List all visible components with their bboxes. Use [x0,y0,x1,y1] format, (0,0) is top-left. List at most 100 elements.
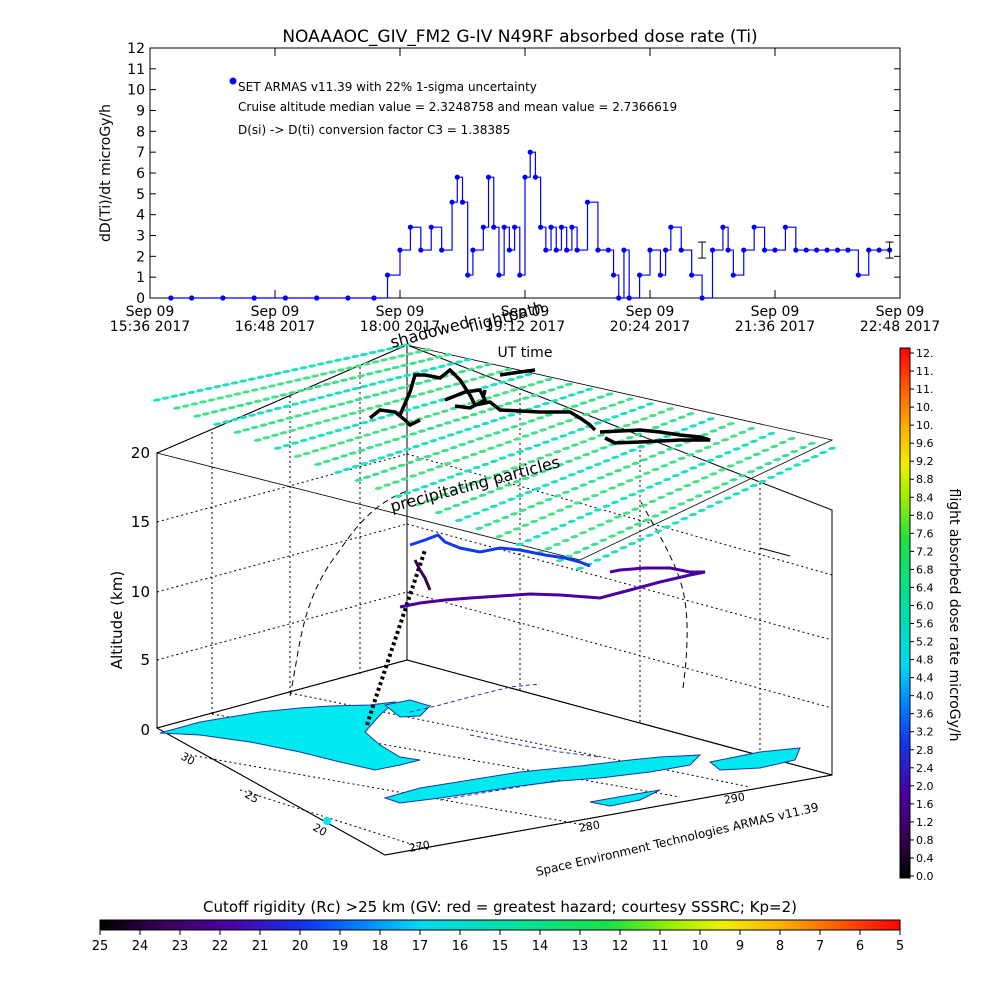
particle-dot [455,430,464,434]
particle-dot [486,372,495,377]
data-point [782,224,789,230]
particle-dot [400,363,409,368]
particle-dot [668,506,677,510]
particle-dot [495,443,504,447]
particle-dot [452,418,461,422]
particle-dot [314,421,323,425]
particle-dot [434,355,443,359]
particle-dot [541,531,550,535]
particle-dot [291,402,300,406]
particle-dot [645,485,654,489]
particle-dot [412,444,421,449]
rigidity-colorbar-tick-label: 19 [332,939,349,954]
particle-dot [559,396,568,400]
particle-dot [562,407,571,411]
x-tick-label-date: Sep 09 [626,304,675,320]
particle-dot [466,367,475,371]
x-tick-label-time: 15:36 2017 [110,319,190,335]
particle-dot [747,470,755,474]
legend-marker [229,77,237,85]
particle-dot [602,554,611,558]
particle-dot [365,372,374,376]
particle-dot [354,478,363,482]
z-tick-label: 15 [131,513,150,531]
particle-dot [501,469,510,474]
data-point [855,272,861,278]
floor-right-edge [384,774,833,856]
data-point [522,174,528,180]
particle-dot [224,394,233,398]
particle-dot [441,448,449,453]
particle-dot [359,352,368,357]
particle-dot [302,411,311,416]
particle-dot [409,474,418,478]
particle-dot [311,409,320,413]
particle-dot [718,425,727,430]
particle-dot [406,460,415,465]
particle-dot [469,377,478,381]
legend-line-1: SET ARMAS v11.39 with 22% 1-sigma uncert… [238,80,537,94]
z-tick-label: 0 [140,721,150,739]
particle-dot [363,395,372,399]
particle-dot [397,463,406,468]
particle-dot [464,469,472,473]
particle-dot [242,428,251,432]
data-point [345,295,351,301]
particle-dot [622,423,631,428]
particle-dot [475,479,484,483]
particle-dot [262,436,271,440]
particle-dot [521,434,530,438]
particle-dot [599,538,608,542]
particle-dot [550,437,559,441]
particle-dot [423,414,432,419]
particle-dot [316,362,325,366]
data-point [511,224,518,230]
particle-dot [611,415,620,419]
lon-tick-labels: 270 280 290 [408,790,746,854]
particle-dot [360,461,369,466]
particle-dot [478,493,487,497]
particle-dot [793,463,802,467]
particle-dot [475,437,484,441]
particle-dot [663,434,672,438]
particle-dot [697,508,706,513]
particle-dot [389,388,397,392]
data-point [397,247,403,253]
particle-dot [268,384,276,388]
dose-colorbar-tick-label: 3.6 [916,708,934,721]
particle-dot [199,400,207,404]
particle-dot [285,416,294,420]
particle-dot [308,364,317,368]
data-point [564,247,570,253]
dose-colorbar-tick-label: 1.2 [916,816,934,829]
data-point [517,272,523,278]
particle-dot [403,447,412,451]
particle-dot [758,435,767,440]
particle-dot [544,377,553,382]
particle-dot [593,508,602,512]
particle-dot [319,372,328,376]
particle-dot [420,441,429,446]
particle-dot [377,380,386,384]
particle-dot [636,537,645,542]
particle-dot [371,393,380,397]
particle-dot [703,445,712,449]
particle-dot [712,441,721,446]
particle-dot [747,427,755,431]
particle-dot [674,487,683,492]
particle-dot [466,482,475,487]
particle-dot [513,480,521,484]
particle-dot [458,370,467,374]
particle-dot [455,518,464,522]
particle-dot [539,469,547,474]
particle-dot [651,514,660,518]
particle-dot [380,358,389,362]
particle-dot [565,459,573,464]
particle-dot [328,443,337,448]
particle-dot [778,440,787,445]
dose-colorbar-tick-label: 8.0 [916,509,934,522]
particle-dot [686,453,695,457]
particle-dot [654,529,663,533]
particle-dot [749,483,758,488]
